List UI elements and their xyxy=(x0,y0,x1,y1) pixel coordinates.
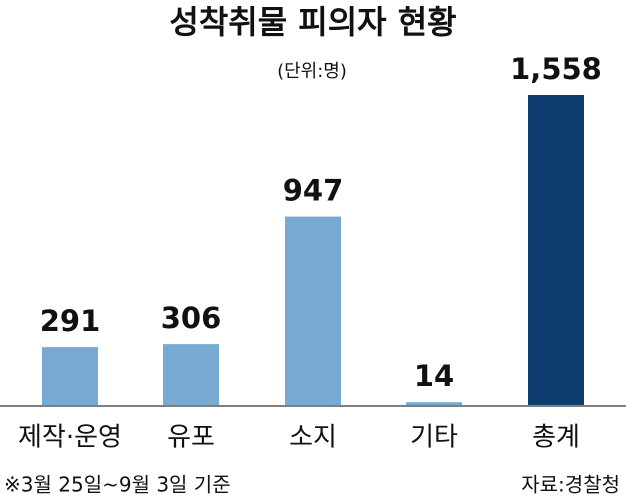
value-label: 14 xyxy=(414,359,454,393)
bar xyxy=(528,95,584,405)
x-tick-label: 기타 xyxy=(410,423,458,453)
source: 자료:경찰청 xyxy=(521,473,620,497)
unit-label: (단위:명) xyxy=(277,61,347,82)
footnote: ※3월 25일~9월 3일 기준 xyxy=(4,473,231,497)
x-tick-label: 소지 xyxy=(289,423,337,453)
chart-title: 성착취물 피의자 현황 xyxy=(169,3,456,41)
value-label: 306 xyxy=(161,301,222,335)
x-tick-label: 유포 xyxy=(167,423,215,453)
x-tick-label: 제작·운영 xyxy=(18,423,122,453)
x-tick-label: 총계 xyxy=(532,423,580,453)
bar xyxy=(42,347,98,405)
bar xyxy=(163,344,219,405)
bar xyxy=(285,216,341,405)
value-label: 291 xyxy=(40,304,101,338)
bar xyxy=(406,402,462,405)
value-label: 947 xyxy=(283,174,344,208)
value-label: 1,558 xyxy=(510,52,602,86)
